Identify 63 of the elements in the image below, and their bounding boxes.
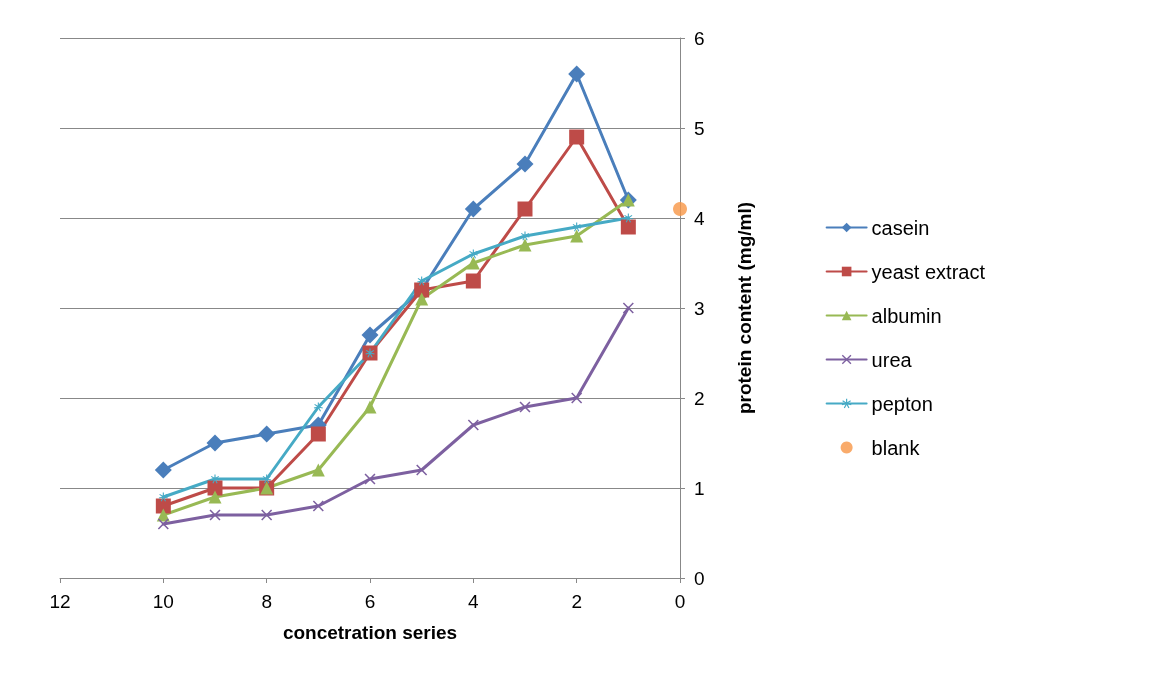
point [466,256,480,270]
point [416,464,428,476]
point [258,425,276,443]
y-tick-label: 0 [694,567,705,589]
point [517,201,533,217]
point [157,518,169,530]
point [208,490,222,504]
legend-label: yeast extract [871,260,986,283]
point [361,326,379,344]
point [207,480,223,496]
point [468,249,478,259]
point [364,473,376,485]
y-axis-title: protein content (mg/ml) [734,201,755,415]
point [622,302,634,314]
x-tick-label: 6 [364,591,376,612]
legend-label: casein [871,216,930,239]
point [572,222,582,232]
point [206,434,224,452]
x-axis-title: concetration series [282,622,458,643]
point [262,474,272,484]
point [158,492,168,502]
point [571,392,583,404]
point [516,155,534,173]
point [310,426,326,442]
point [363,400,377,414]
point [464,200,482,218]
point [568,65,586,83]
x-tick-label: 12 [49,591,71,612]
x-tick-label: 2 [571,591,582,612]
point [620,219,636,235]
y-tick-label: 6 [694,27,705,49]
x-tick-label: 10 [152,591,174,612]
point [415,292,429,306]
point [210,474,220,484]
point [465,273,481,289]
point [154,461,172,479]
y-tick-label: 1 [694,477,705,499]
legend-label: urea [871,348,913,371]
point [623,213,633,223]
point [467,419,479,431]
x-tick-label: 0 [674,591,686,612]
y-tick-label: 4 [694,207,705,229]
point [417,276,427,286]
y-tick-label: 5 [694,117,705,139]
point [518,238,532,252]
point [155,498,171,514]
y-tick-label: 3 [694,297,705,319]
legend-label: pepton [871,392,933,415]
point [520,231,530,241]
point [313,402,323,412]
y-tick-label: 2 [694,387,705,409]
point [519,401,531,413]
point [261,509,273,521]
legend-label: albumin [871,304,942,327]
x-tick-label: 4 [468,591,480,612]
point [311,463,325,477]
x-tick-label: 8 [261,591,272,612]
point [209,509,221,521]
point [570,229,584,243]
point [673,202,687,216]
point [569,129,585,145]
point [312,500,324,512]
legend-label: blank [871,436,921,459]
